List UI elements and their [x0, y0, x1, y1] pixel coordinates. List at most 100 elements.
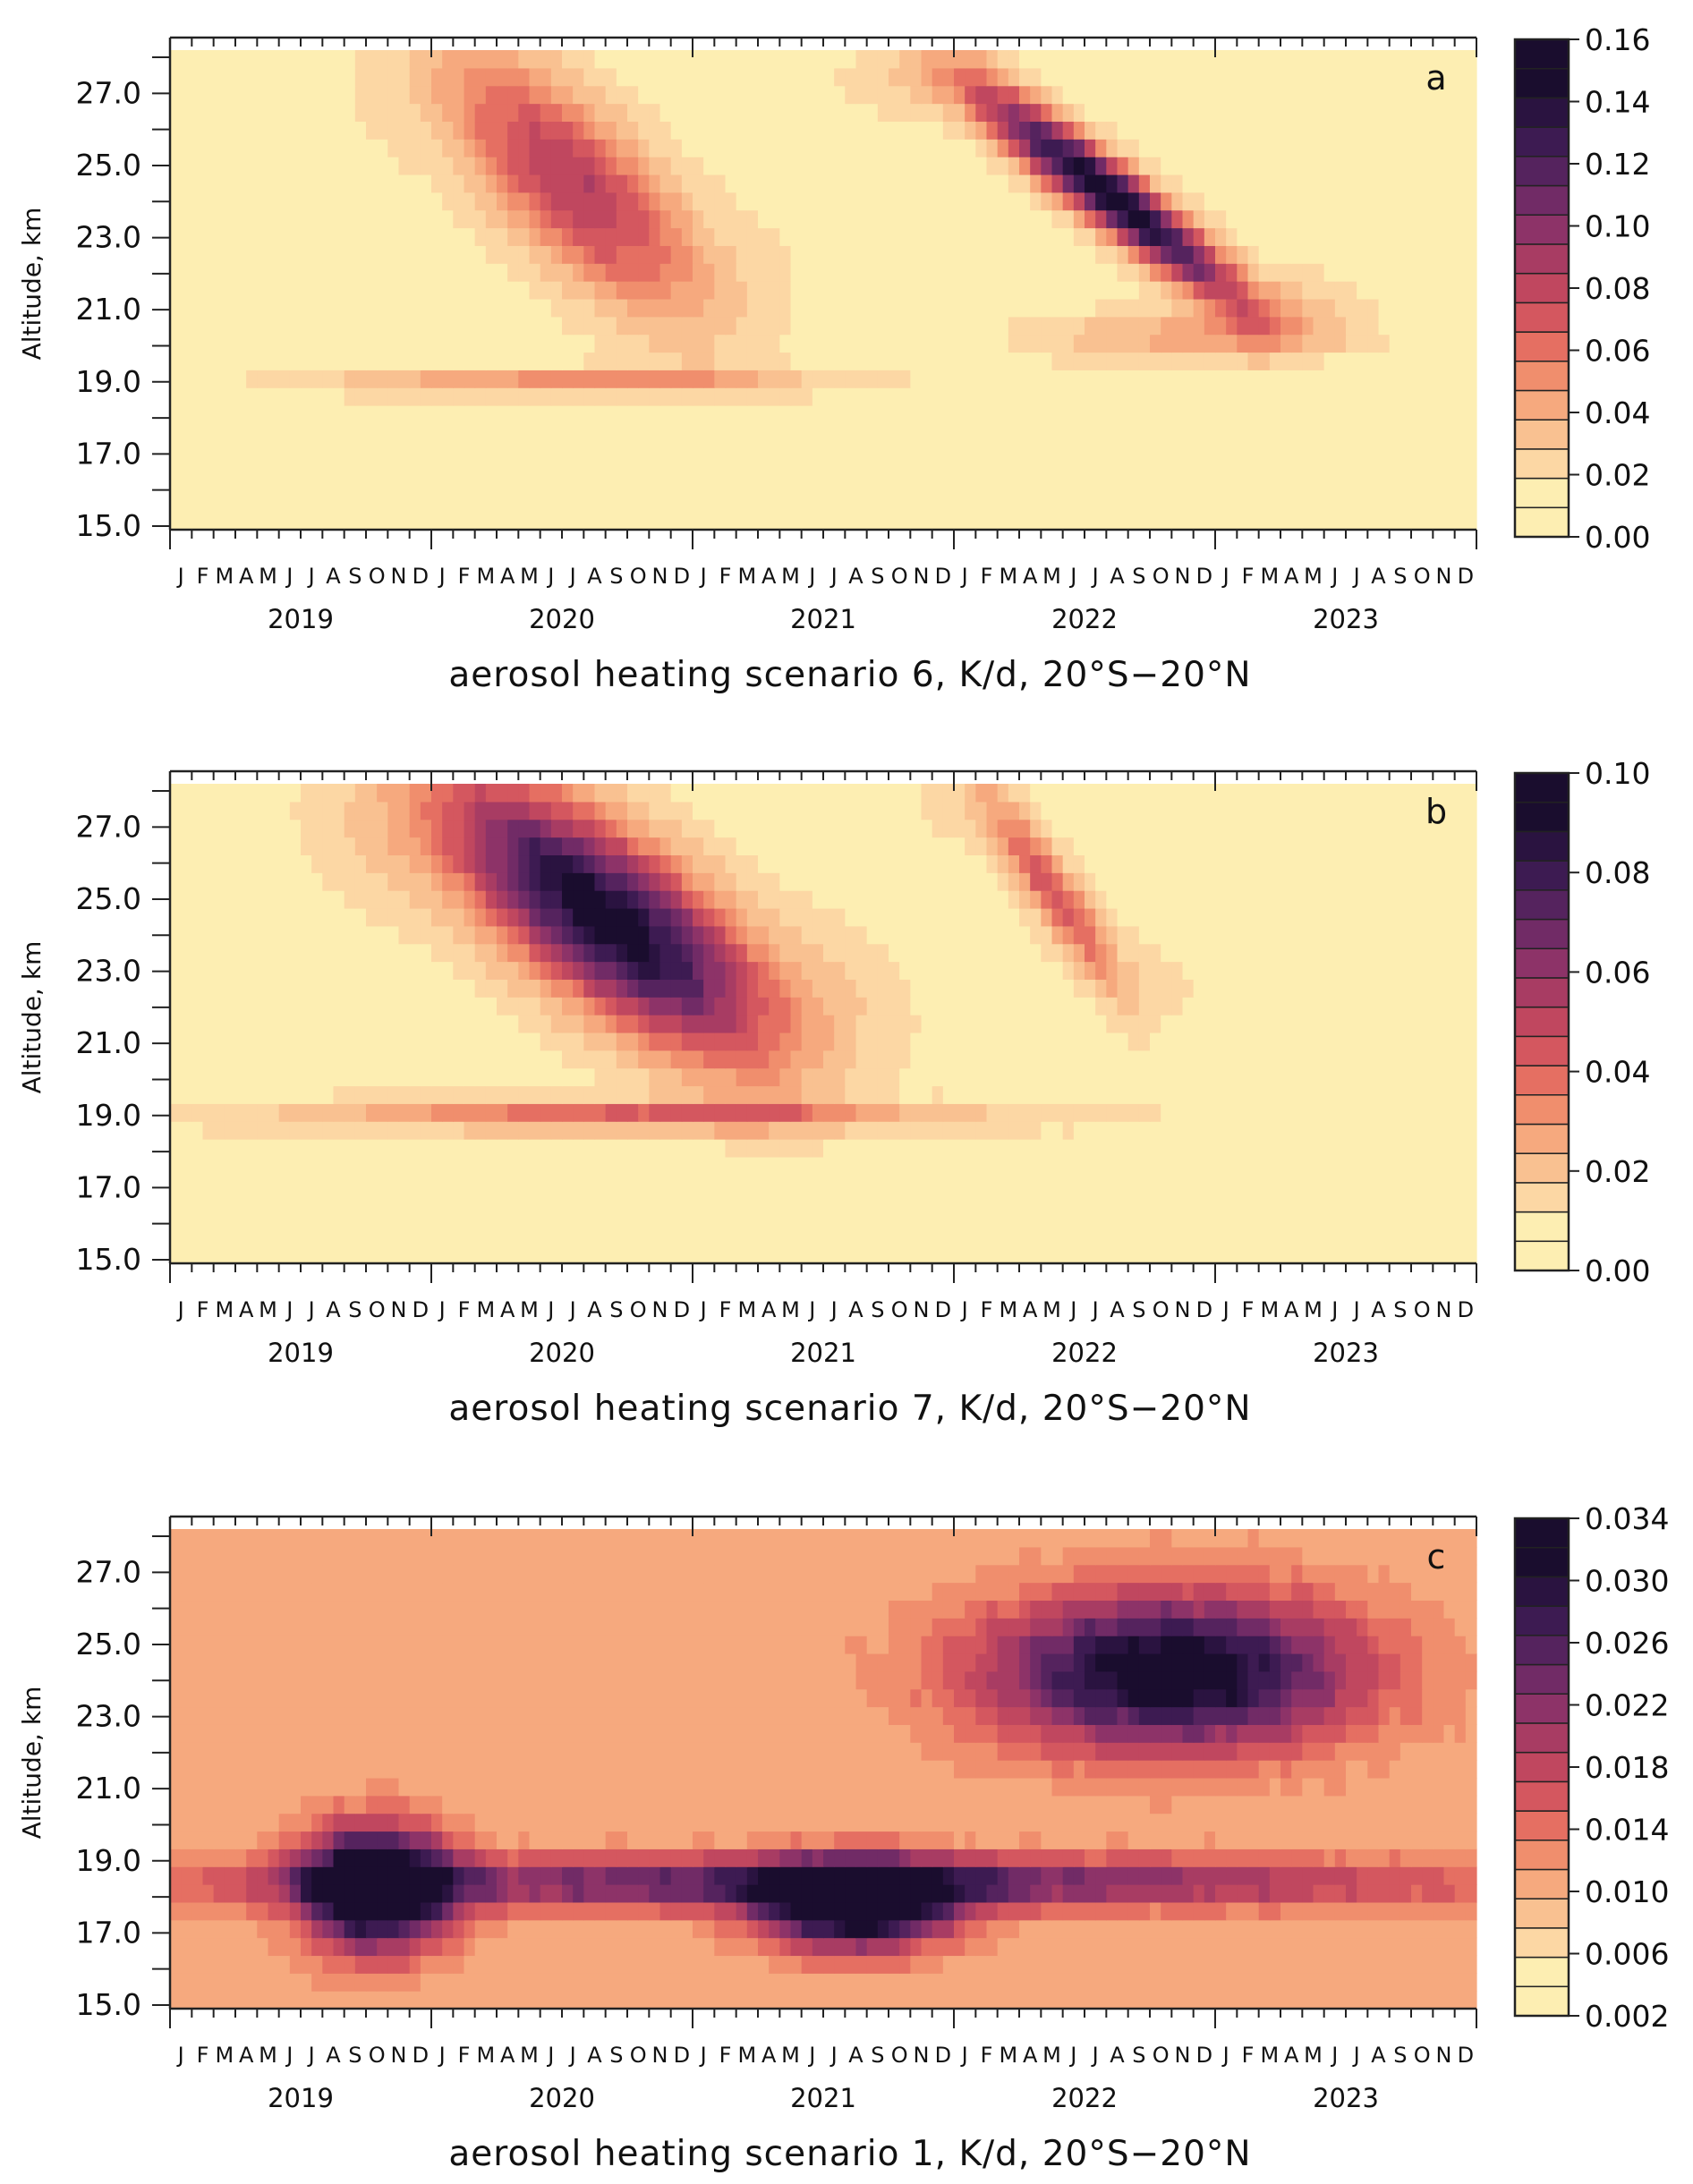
heatmap-cell [387, 494, 400, 513]
heatmap-cell [1357, 1245, 1368, 1264]
heatmap-cell [1171, 227, 1184, 246]
heatmap-cell [1117, 139, 1129, 157]
heatmap-cell [1008, 512, 1020, 531]
heatmap-cell [801, 334, 813, 353]
heatmap-cell [823, 334, 835, 353]
heatmap-cell [703, 67, 715, 87]
heatmap-cell [442, 1156, 454, 1176]
heatmap-cell [1334, 1228, 1347, 1246]
heatmap-cell [540, 209, 552, 229]
heatmap-cell [573, 1085, 584, 1104]
heatmap-cell [540, 139, 552, 157]
heatmap-cell [181, 1139, 192, 1158]
heatmap-cell [921, 458, 933, 478]
heatmap-cell [942, 476, 955, 495]
heatmap-cell [1182, 263, 1195, 282]
heatmap-cell [1357, 316, 1368, 336]
heatmap-cell [485, 227, 498, 246]
heatmap-cell [823, 1192, 835, 1211]
heatmap-cell [1433, 494, 1445, 513]
heatmap-cell [921, 1228, 933, 1246]
heatmap-cell [1019, 440, 1031, 460]
heatmap-cell [605, 1085, 617, 1104]
heatmap-cell [681, 298, 693, 318]
heatmap-cell [1062, 50, 1075, 69]
heatmap-cell [344, 334, 356, 353]
heatmap-cell [420, 209, 432, 229]
heatmap-cell [736, 139, 748, 157]
heatmap-cell [333, 298, 345, 318]
heatmap-cell [1346, 316, 1357, 336]
heatmap-cell [1117, 1103, 1129, 1122]
heatmap-cell [758, 1139, 770, 1158]
heatmap-cell [866, 85, 879, 105]
heatmap-cell [474, 1174, 487, 1194]
heatmap-cell [181, 263, 192, 282]
heatmap-cell [605, 1121, 617, 1140]
heatmap-cell [812, 85, 824, 105]
heatmap-cell [627, 316, 639, 336]
heatmap-cell [550, 476, 563, 495]
heatmap-cell [583, 139, 596, 157]
heatmap-cell [954, 1085, 966, 1104]
heatmap-cell [910, 50, 923, 69]
heatmap-cell [594, 458, 607, 478]
heatmap-cell [1443, 440, 1456, 460]
heatmap-cell [1095, 370, 1107, 388]
heatmap-cell [387, 387, 400, 406]
heatmap-cell [181, 476, 192, 495]
heatmap-cell [1008, 1210, 1020, 1228]
heatmap-cell [387, 174, 400, 193]
heatmap-cell [1182, 50, 1195, 69]
heatmap-cell [921, 405, 933, 424]
month-tick-label: J [807, 564, 815, 589]
heatmap-cell [649, 494, 661, 513]
heatmap-cell [235, 1192, 247, 1211]
heatmap-cell [725, 245, 737, 264]
heatmap-cell [1062, 139, 1075, 157]
heatmap-cell [301, 458, 312, 478]
heatmap-cell [889, 1121, 900, 1140]
heatmap-cell [289, 245, 302, 264]
heatmap-cell [453, 422, 465, 442]
heatmap-cell [954, 316, 966, 336]
heatmap-cell [681, 1103, 693, 1122]
heatmap-cell [801, 494, 813, 513]
heatmap-cell [235, 263, 247, 282]
heatmap-cell [1138, 139, 1151, 157]
heatmap-cell [1237, 1156, 1249, 1176]
heatmap-cell [627, 191, 639, 211]
heatmap-cell [594, 1139, 607, 1158]
heatmap-cell [649, 103, 661, 123]
heatmap-cell [1127, 85, 1140, 105]
heatmap-cell [790, 1067, 803, 1087]
heatmap-cell [1389, 174, 1401, 193]
heatmap-cell [170, 85, 182, 105]
heatmap-cell [507, 405, 519, 424]
heatmap-cell [997, 281, 1009, 300]
heatmap-cell [409, 458, 421, 478]
heatmap-cell [725, 316, 737, 336]
heatmap-cell [1433, 1156, 1445, 1176]
heatmap-cell [181, 139, 192, 157]
heatmap-cell [1465, 1174, 1477, 1194]
heatmap-cell [1204, 440, 1216, 460]
heatmap-cell [725, 1067, 737, 1087]
heatmap-cell [301, 85, 312, 105]
heatmap-cell [1389, 440, 1401, 460]
heatmap-cell [681, 174, 693, 193]
heatmap-cell [191, 387, 204, 406]
heatmap-cell [1226, 245, 1238, 264]
heatmap-cell [866, 422, 879, 442]
heatmap-cell [453, 494, 465, 513]
heatmap-cell [1443, 1085, 1456, 1104]
heatmap-cell [224, 245, 236, 264]
heatmap-cell [758, 50, 770, 69]
heatmap-cell [507, 422, 519, 442]
heatmap-cell [1171, 103, 1184, 123]
heatmap-cell [812, 1245, 824, 1264]
heatmap-cell [693, 1032, 704, 1051]
heatmap-cell [1357, 85, 1368, 105]
heatmap-cell [627, 174, 639, 193]
